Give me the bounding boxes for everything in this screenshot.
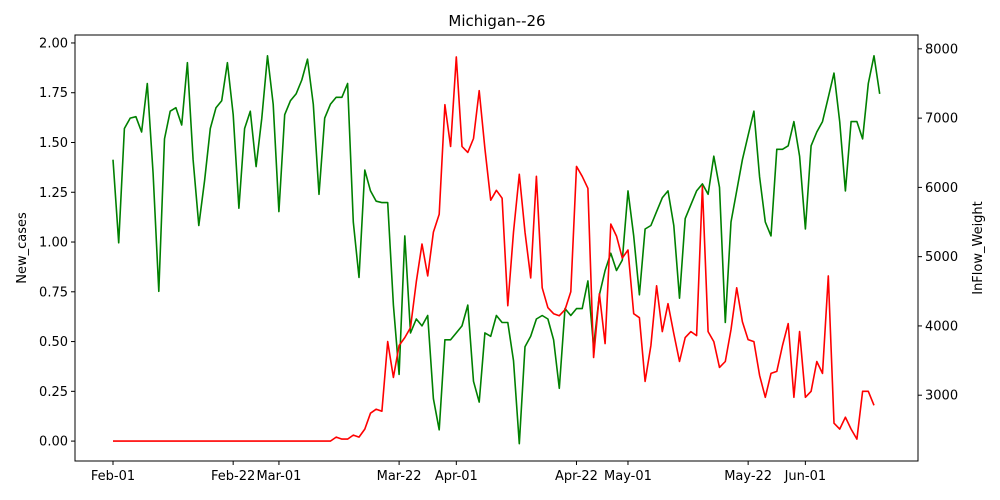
- x-tick-label: Mar-01: [256, 469, 301, 484]
- x-tick-label: Feb-01: [91, 469, 135, 484]
- x-tick-label: Mar-22: [377, 469, 422, 484]
- x-tick-label: Jun-01: [784, 469, 827, 484]
- y-right-tick-label: 3000: [925, 389, 958, 404]
- x-tick-label: May-22: [724, 469, 772, 484]
- y-right-tick-label: 7000: [925, 112, 958, 127]
- chart-title: Michigan--26: [448, 12, 545, 30]
- y-left-tick-label: 0.75: [39, 285, 68, 300]
- x-tick-label: Apr-01: [435, 469, 478, 484]
- x-tick-label: Apr-22: [555, 469, 598, 484]
- y-axis-right: 3000 4000 5000 6000 7000 8000: [918, 42, 958, 404]
- x-tick-label: May-01: [604, 469, 652, 484]
- plot-area: [112, 54, 881, 445]
- y-left-tick-label: 1.00: [39, 236, 68, 251]
- x-tick-label: Feb-22: [211, 469, 255, 484]
- y-left-tick-label: 0.50: [39, 335, 68, 350]
- y-axis-left-label: New_cases: [15, 212, 30, 284]
- y-left-tick-label: 1.25: [39, 186, 68, 201]
- y-right-tick-label: 6000: [925, 181, 958, 196]
- y-axis-left: 0.00 0.25 0.50 0.75 1.00 1.25 1.50 1.75 2.00: [39, 36, 75, 450]
- y-right-tick-label: 8000: [925, 42, 958, 57]
- y-axis-right-label: InFlow_Weight: [971, 201, 986, 295]
- plot-frame: [74, 34, 919, 462]
- y-left-tick-label: 1.75: [39, 86, 68, 101]
- y-right-tick-label: 5000: [925, 250, 958, 265]
- series-line-new-cases: [113, 56, 875, 442]
- y-right-tick-label: 4000: [925, 319, 958, 334]
- y-left-tick-label: 0.25: [39, 385, 68, 400]
- y-left-tick-label: 1.50: [39, 136, 68, 151]
- y-left-tick-label: 0.00: [39, 435, 68, 450]
- series-line-inflow-weight: [112, 54, 881, 445]
- x-axis: Feb-01 Feb-22 Mar-01 Mar-22 Apr-01 Apr-22 May-…: [91, 461, 826, 484]
- y-left-tick-label: 2.00: [39, 36, 68, 51]
